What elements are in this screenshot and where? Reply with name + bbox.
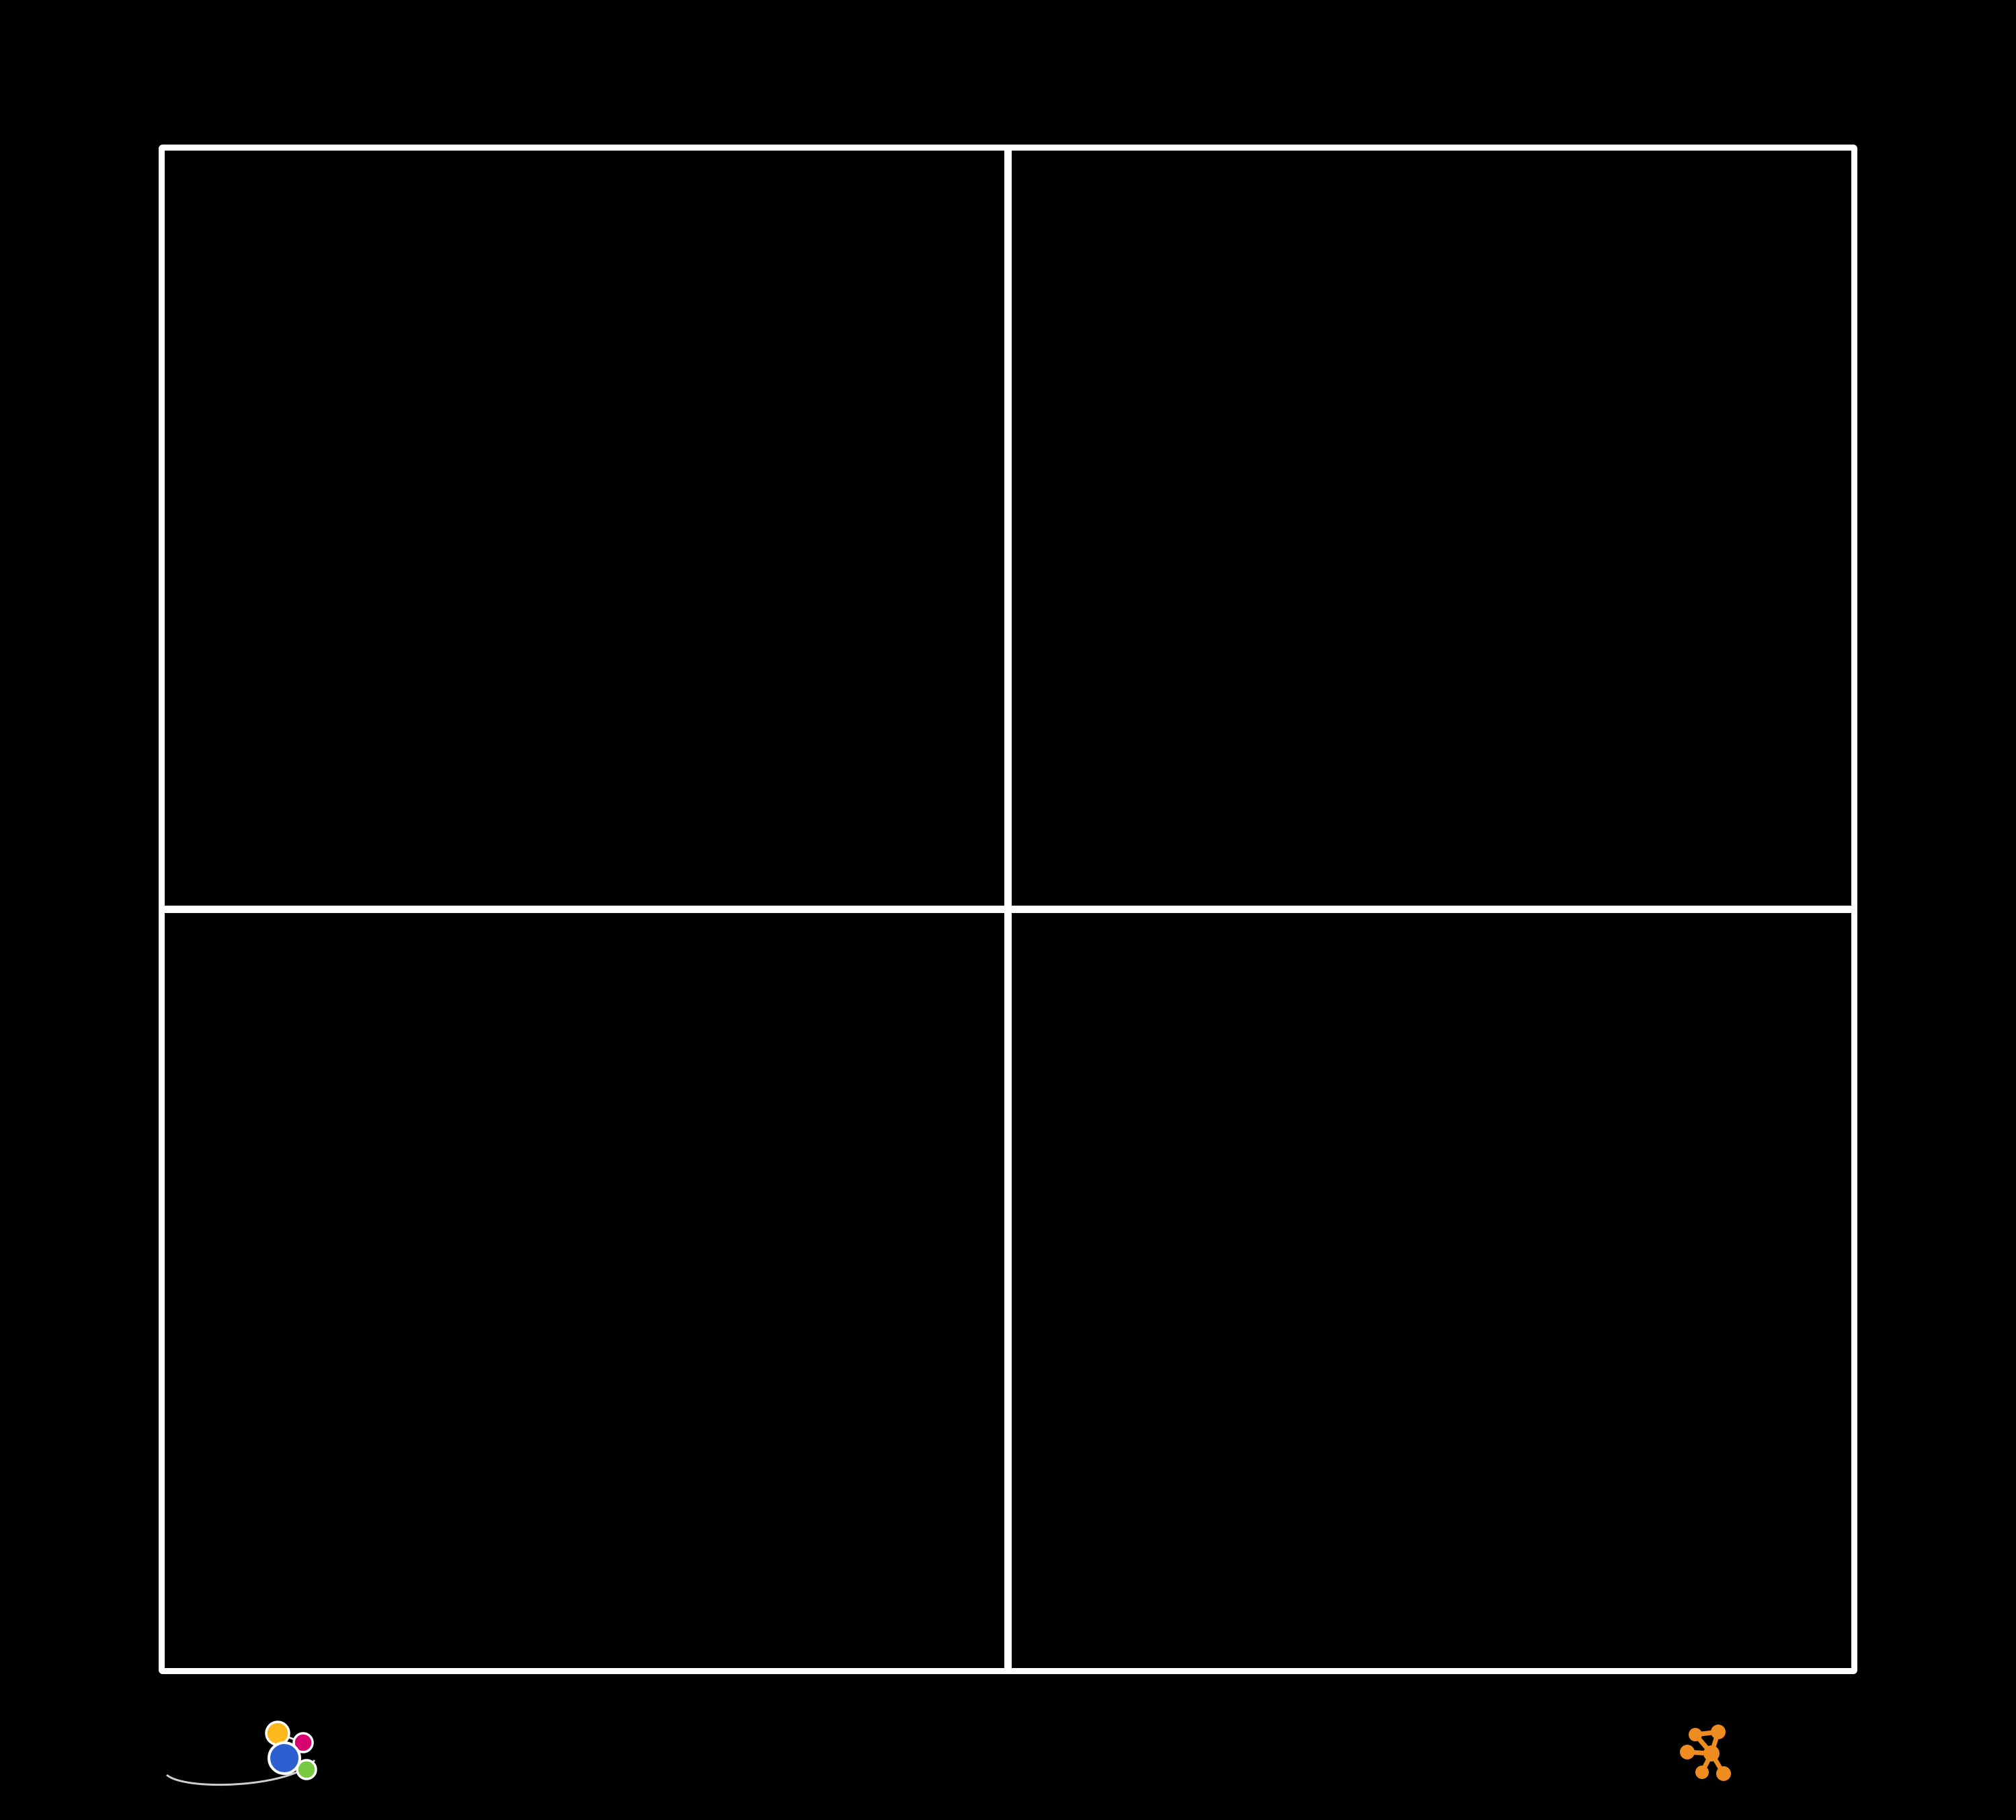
- panel-ingredient-disease-overview[interactable]: [165, 151, 1004, 906]
- cytoscape-logo[interactable]: [1670, 1704, 1912, 1788]
- panel-disease-class[interactable]: [1012, 913, 1851, 1668]
- network-graph-ingredient-class: [165, 913, 1004, 1668]
- network-graph-overview: [165, 151, 1004, 906]
- figure-frame: [159, 145, 1857, 1674]
- figure-footer: [0, 1677, 2016, 1820]
- cytoscape-network-icon: [1680, 1725, 1731, 1781]
- network-graph-disease-class: [1012, 913, 1851, 1668]
- edgeleap-logo[interactable]: [160, 1708, 382, 1788]
- network-canvas-ingredient-class[interactable]: [165, 913, 1004, 1668]
- panel-disease-risk[interactable]: [1012, 151, 1851, 906]
- network-canvas-disease-class[interactable]: [1012, 913, 1851, 1668]
- panel-ingredient-class[interactable]: [165, 913, 1004, 1668]
- edgeleap-node-glyph: [166, 1720, 317, 1786]
- network-graph-risk: [1012, 151, 1851, 906]
- network-canvas-risk[interactable]: [1012, 151, 1851, 906]
- network-canvas-overview[interactable]: [165, 151, 1004, 906]
